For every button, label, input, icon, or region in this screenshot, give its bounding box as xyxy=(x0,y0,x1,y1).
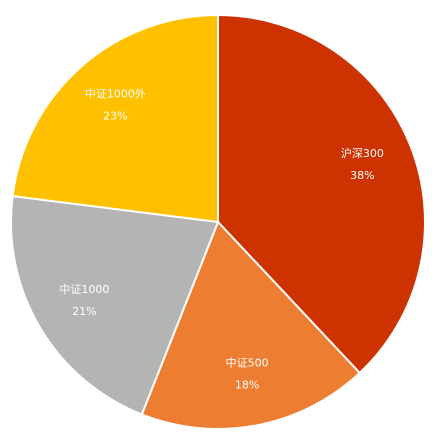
slice-label: 中证1000外 xyxy=(85,88,146,101)
pie-slice xyxy=(11,13,219,224)
pie-slice xyxy=(217,13,426,375)
slice-label: 沪深300 xyxy=(341,146,384,160)
slice-value-label: 18% xyxy=(235,379,259,392)
slice-value-label: 23% xyxy=(103,110,127,123)
slice-value-label: 21% xyxy=(72,305,96,318)
slice-value-label: 38% xyxy=(350,169,374,182)
slice-label: 中证500 xyxy=(226,357,269,370)
pie-slice xyxy=(140,220,362,430)
pie-slice xyxy=(10,194,220,416)
slice-label: 中证1000 xyxy=(59,283,109,296)
